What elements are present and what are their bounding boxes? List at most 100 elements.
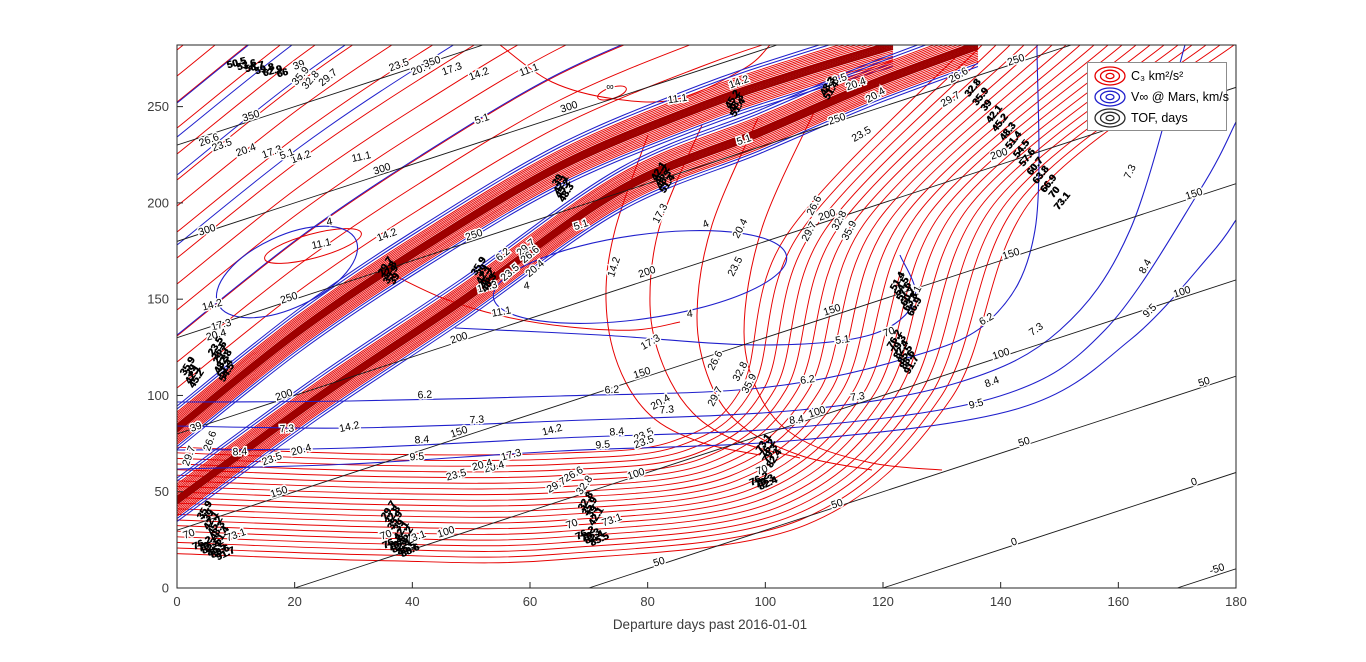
svg-text:∞: ∞	[606, 81, 614, 93]
svg-text:26.6: 26.6	[705, 349, 725, 373]
svg-text:8.4: 8.4	[1137, 257, 1155, 276]
svg-text:250: 250	[279, 290, 300, 307]
svg-text:20.4: 20.4	[471, 457, 494, 474]
svg-text:100: 100	[754, 594, 776, 609]
svg-text:66: 66	[276, 67, 290, 81]
svg-text:70: 70	[181, 526, 196, 541]
svg-text:59.8: 59.8	[254, 62, 276, 78]
svg-text:150: 150	[147, 292, 169, 307]
svg-text:14.2: 14.2	[201, 297, 224, 314]
svg-text:23.5: 23.5	[445, 467, 468, 484]
svg-text:160: 160	[1107, 594, 1129, 609]
svg-text:300: 300	[197, 222, 218, 239]
svg-text:50.5: 50.5	[226, 56, 248, 72]
svg-text:200: 200	[147, 195, 169, 210]
svg-text:50: 50	[1197, 375, 1212, 390]
svg-text:350: 350	[241, 108, 262, 125]
svg-text:50: 50	[652, 555, 667, 570]
svg-text:62.9: 62.9	[262, 63, 284, 79]
svg-text:0: 0	[1189, 475, 1198, 488]
svg-text:150: 150	[269, 484, 290, 501]
svg-text:29.7: 29.7	[799, 220, 819, 244]
svg-text:4: 4	[686, 308, 693, 320]
legend-label-c3: C₃ km²/s²	[1131, 68, 1184, 83]
svg-text:39: 39	[188, 419, 203, 434]
svg-text:20.4: 20.4	[290, 442, 313, 459]
svg-text:66: 66	[276, 67, 290, 81]
svg-text:11.1: 11.1	[518, 61, 541, 79]
svg-text:62.9: 62.9	[262, 64, 284, 80]
svg-text:17.3: 17.3	[440, 60, 463, 78]
svg-text:17.3: 17.3	[500, 447, 523, 464]
red-contour-rings-icon	[1094, 65, 1126, 86]
svg-text:70: 70	[378, 527, 393, 542]
svg-text:17.3: 17.3	[639, 332, 663, 353]
svg-text:53.6: 53.6	[236, 57, 258, 73]
svg-text:150: 150	[632, 365, 653, 382]
svg-text:6.2: 6.2	[417, 389, 432, 402]
svg-text:150: 150	[1001, 246, 1022, 263]
svg-text:150: 150	[1184, 186, 1205, 203]
svg-text:11.1: 11.1	[491, 304, 513, 319]
svg-text:14.2: 14.2	[541, 422, 564, 439]
svg-text:9.5: 9.5	[968, 396, 985, 411]
svg-text:0: 0	[173, 594, 180, 609]
svg-text:9.5: 9.5	[1140, 301, 1159, 320]
svg-text:150: 150	[822, 302, 843, 319]
legend-row-c3: C₃ km²/s²	[1092, 65, 1220, 86]
svg-text:80: 80	[640, 594, 654, 609]
svg-text:11.1: 11.1	[351, 149, 373, 165]
svg-text:0: 0	[162, 581, 169, 596]
svg-text:11.1: 11.1	[311, 236, 333, 252]
svg-text:120: 120	[872, 594, 894, 609]
svg-text:8.4: 8.4	[414, 434, 429, 447]
svg-text:5.1: 5.1	[835, 333, 851, 347]
svg-text:23.5: 23.5	[725, 255, 745, 279]
svg-text:350: 350	[422, 54, 443, 71]
legend-row-tof: TOF, days	[1092, 107, 1220, 128]
svg-text:150: 150	[449, 424, 470, 441]
legend-label-vinf: V∞ @ Mars, km/s	[1131, 89, 1229, 104]
svg-text:56.7: 56.7	[244, 60, 266, 76]
svg-text:6.2: 6.2	[977, 310, 996, 328]
svg-text:7.3: 7.3	[1122, 162, 1139, 180]
svg-text:29.7: 29.7	[316, 66, 339, 88]
svg-text:250: 250	[147, 99, 169, 114]
svg-text:9.5: 9.5	[409, 451, 424, 464]
svg-text:53.6: 53.6	[236, 58, 258, 74]
svg-text:60: 60	[523, 594, 537, 609]
svg-text:11.1: 11.1	[667, 92, 688, 107]
svg-text:7.3: 7.3	[850, 390, 866, 404]
svg-text:200: 200	[274, 387, 295, 404]
svg-text:20.4: 20.4	[730, 217, 750, 241]
svg-text:8.4: 8.4	[983, 374, 1001, 390]
black-contour-rings-icon	[1094, 107, 1126, 128]
svg-text:100: 100	[147, 388, 169, 403]
svg-text:7.3: 7.3	[279, 423, 294, 436]
svg-text:14.2: 14.2	[375, 226, 398, 244]
svg-text:9.5: 9.5	[595, 438, 611, 451]
svg-text:6.2: 6.2	[604, 384, 619, 397]
svg-text:8.4: 8.4	[789, 413, 805, 427]
svg-text:8.4: 8.4	[232, 446, 247, 459]
legend-row-vinf: V∞ @ Mars, km/s	[1092, 86, 1229, 107]
blue-contour-rings-icon	[1094, 86, 1126, 107]
svg-text:7.3: 7.3	[1027, 320, 1046, 338]
svg-text:4: 4	[326, 216, 334, 229]
svg-text:180: 180	[1225, 594, 1247, 609]
svg-text:7.3: 7.3	[659, 403, 675, 416]
svg-text:23.5: 23.5	[850, 124, 874, 145]
svg-text:56.7: 56.7	[244, 59, 266, 75]
svg-text:50.5: 50.5	[226, 55, 248, 71]
svg-text:14.2: 14.2	[338, 419, 361, 435]
svg-text:100: 100	[807, 404, 828, 421]
legend-label-tof: TOF, days	[1131, 110, 1188, 125]
svg-text:-50: -50	[1208, 561, 1226, 577]
svg-text:100: 100	[626, 466, 647, 483]
svg-text:4: 4	[523, 280, 531, 293]
svg-text:7.3: 7.3	[469, 414, 484, 427]
svg-text:100: 100	[1172, 284, 1193, 301]
legend: C₃ km²/s² V∞ @ Mars, km/s TOF, days	[1087, 62, 1229, 131]
